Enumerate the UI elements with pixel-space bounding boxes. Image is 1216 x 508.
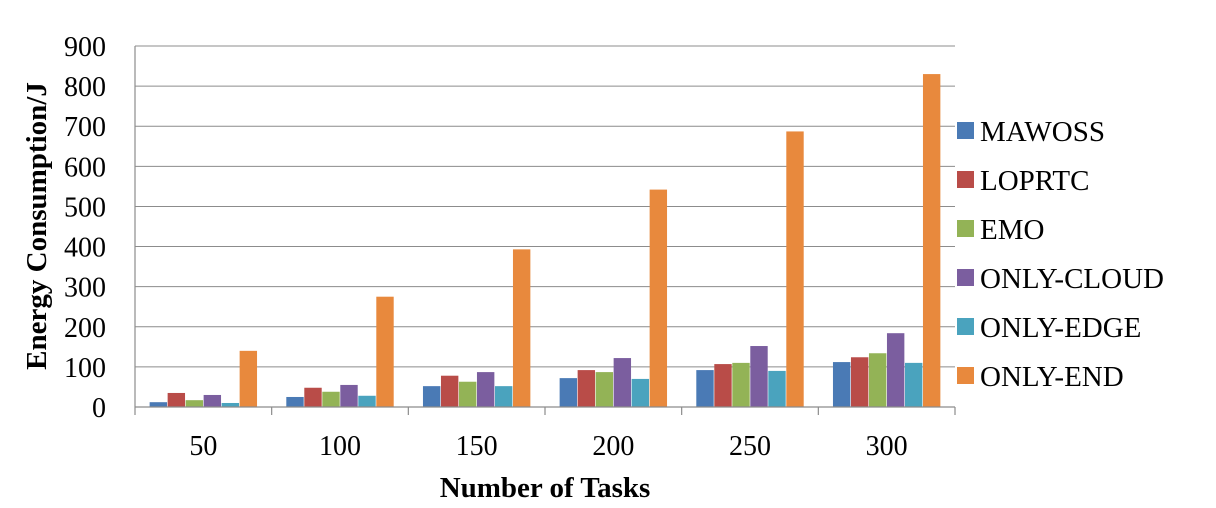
y-tick-label: 500 xyxy=(64,192,106,223)
bar-only-cloud-300 xyxy=(886,333,905,407)
bar-mawoss-250 xyxy=(696,370,714,407)
x-tick-label: 250 xyxy=(729,431,771,462)
x-tick-labels: 50 100 150 200 250 300 xyxy=(189,431,907,462)
bar-emo-100 xyxy=(322,391,340,407)
bar-emo-150 xyxy=(458,381,477,407)
bar-only-end-200 xyxy=(649,189,668,407)
bar-only-cloud-50 xyxy=(203,394,222,407)
bar-only-edge-200 xyxy=(631,378,650,407)
bar-only-edge-150 xyxy=(494,386,513,407)
bar-loprtc-300 xyxy=(850,357,869,407)
bar-only-edge-300 xyxy=(904,362,923,407)
x-tick-label: 150 xyxy=(456,431,498,462)
x-tick-label: 300 xyxy=(866,431,908,462)
legend-label: EMO xyxy=(980,214,1044,246)
bar-only-edge-50 xyxy=(221,402,240,407)
bar-mawoss-50 xyxy=(149,402,168,407)
bar-loprtc-100 xyxy=(304,387,322,407)
bar-mawoss-200 xyxy=(559,378,578,407)
bar-only-end-250 xyxy=(786,131,804,408)
legend-swatch xyxy=(957,171,974,188)
bar-emo-200 xyxy=(595,372,614,407)
bar-only-edge-100 xyxy=(358,395,376,407)
y-tick-label: 800 xyxy=(64,72,106,103)
bar-only-edge-250 xyxy=(768,370,786,407)
bar-mawoss-150 xyxy=(422,386,441,407)
legend-swatch xyxy=(957,318,974,335)
bar-only-cloud-200 xyxy=(613,358,632,407)
bar-loprtc-150 xyxy=(440,375,459,407)
legend-label: ONLY-END xyxy=(980,361,1124,393)
x-tick-label: 100 xyxy=(319,431,361,462)
bar-only-cloud-150 xyxy=(476,372,495,407)
axes xyxy=(134,46,956,415)
legend-swatch xyxy=(957,367,974,384)
x-tick-label: 50 xyxy=(189,431,217,462)
bar-emo-50 xyxy=(185,400,204,407)
gridlines xyxy=(135,45,955,368)
legend-label: ONLY-CLOUD xyxy=(980,263,1164,295)
legend-swatch xyxy=(957,122,974,139)
y-axis-title: Energy Consumption/J xyxy=(21,82,53,370)
y-tick-label: 100 xyxy=(64,353,106,384)
bar-loprtc-250 xyxy=(714,364,732,407)
bar-mawoss-300 xyxy=(832,362,851,407)
y-tick-label: 900 xyxy=(64,32,106,63)
y-tick-label: 0 xyxy=(92,393,106,424)
bar-only-end-300 xyxy=(922,74,941,408)
y-tick-labels: 0 100 200 300 400 500 600 700 800 900 xyxy=(64,32,106,424)
legend-label: LOPRTC xyxy=(980,165,1089,197)
y-tick-label: 200 xyxy=(64,313,106,344)
bar-mawoss-100 xyxy=(286,396,304,407)
y-tick-label: 400 xyxy=(64,233,106,264)
legend-label: MAWOSS xyxy=(980,116,1105,148)
bar-only-end-100 xyxy=(376,296,394,407)
bar-only-end-150 xyxy=(512,249,531,407)
legend: MAWOSS LOPRTC EMO ONLY-CLOUD ONLY-EDGE ONLY-E… xyxy=(957,116,1164,393)
bar-loprtc-200 xyxy=(577,370,596,407)
bar-only-cloud-100 xyxy=(340,384,358,407)
y-tick-label: 300 xyxy=(64,273,106,304)
x-axis-title: Number of Tasks xyxy=(440,472,651,504)
bar-loprtc-50 xyxy=(167,392,186,407)
bar-only-cloud-250 xyxy=(750,346,768,407)
y-tick-label: 700 xyxy=(64,112,106,143)
legend-swatch xyxy=(957,269,974,286)
bar-emo-250 xyxy=(732,362,750,407)
bar-only-end-50 xyxy=(239,350,258,407)
bars xyxy=(149,74,941,408)
legend-label: ONLY-EDGE xyxy=(980,312,1141,344)
legend-swatch xyxy=(957,220,974,237)
x-tick-label: 200 xyxy=(592,431,634,462)
y-tick-label: 600 xyxy=(64,152,106,183)
bar-emo-300 xyxy=(868,353,887,407)
